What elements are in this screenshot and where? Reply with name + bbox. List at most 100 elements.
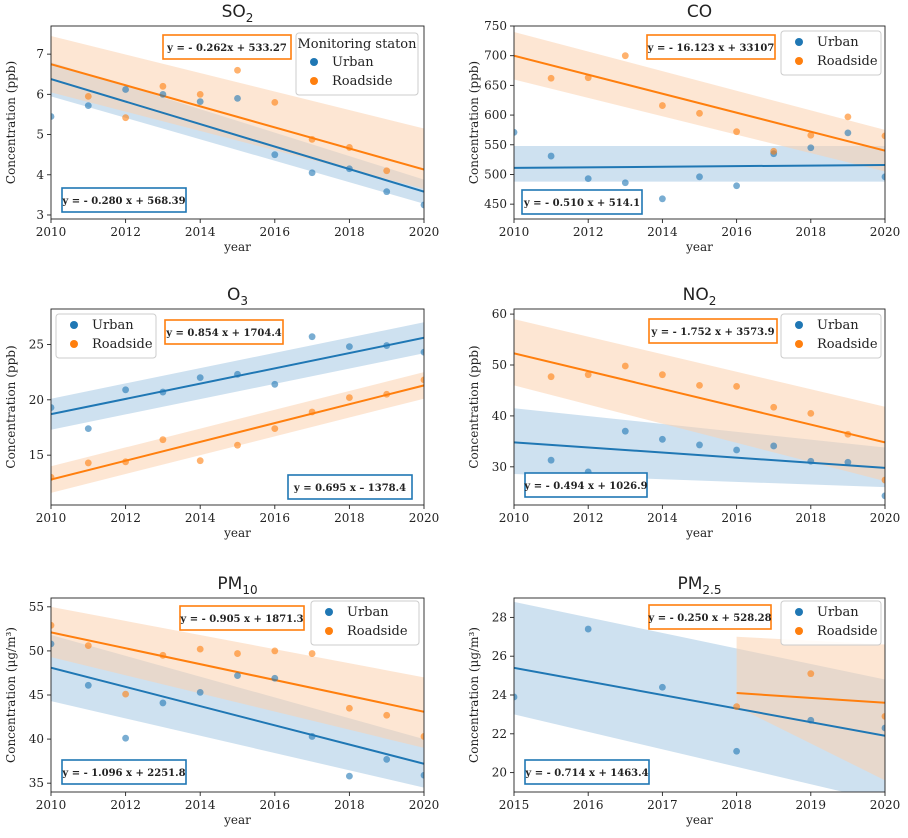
data-point-roadside: [383, 167, 391, 175]
y-tick-label: 30: [492, 460, 507, 474]
data-point-roadside: [696, 381, 703, 389]
x-tick-label: 2018: [334, 225, 365, 239]
x-tick-label: 2012: [110, 225, 141, 239]
data-point-urban: [271, 151, 279, 159]
data-point-urban: [420, 771, 424, 779]
x-tick-label: 2018: [334, 511, 365, 525]
data-point-urban: [584, 625, 592, 633]
data-point-urban: [770, 442, 778, 450]
y-tick-label: 60: [492, 307, 507, 321]
legend-label-urban: Urban: [347, 605, 389, 620]
legend-marker-urban: [795, 608, 803, 616]
legend-label-roadside: Roadside: [817, 337, 878, 352]
data-point-roadside: [271, 98, 279, 106]
regression-equation-roadside: y = - 1.752 x + 3573.9: [650, 327, 774, 338]
y-tick-label: 7: [36, 47, 44, 61]
chart-title: SO2: [222, 2, 254, 25]
regression-equation-urban: y = - 0.494 x + 1026.9: [523, 481, 647, 492]
data-point-roadside: [807, 131, 815, 139]
data-point-roadside: [584, 371, 592, 379]
y-axis-label: Concentration (ppb): [4, 61, 18, 184]
data-point-roadside: [770, 147, 778, 155]
data-point-roadside: [234, 441, 241, 449]
x-tick-label: 2017: [647, 798, 678, 812]
data-point-urban: [514, 693, 518, 701]
data-point-urban: [383, 188, 391, 196]
legend: Urban Roadside: [780, 30, 882, 76]
x-axis-label: year: [223, 240, 251, 254]
x-tick-label: 2010: [36, 225, 67, 239]
y-tick-label: 4: [36, 168, 44, 182]
data-point-urban: [514, 128, 518, 136]
data-point-roadside: [420, 376, 424, 384]
data-point-urban: [84, 102, 92, 110]
data-point-roadside: [51, 473, 55, 481]
x-tick-label: 2010: [36, 511, 67, 525]
data-point-roadside: [308, 135, 316, 143]
x-tick-label: 2014: [185, 511, 216, 525]
x-tick-label: 2010: [499, 511, 530, 525]
x-tick-label: 2018: [334, 798, 365, 812]
chart-panel-2: O3 2010 2012 2014 2016 2018 2020 15 20 25 year Conc…: [4, 285, 439, 540]
data-point-roadside: [308, 408, 316, 416]
data-point-urban: [159, 388, 167, 396]
y-tick-label: 26: [492, 649, 507, 663]
y-tick-label: 700: [484, 49, 507, 63]
legend-marker-roadside: [795, 627, 803, 635]
y-axis-label: Concentration (μg/m³): [4, 627, 18, 763]
data-point-urban: [733, 446, 740, 454]
data-point-roadside: [271, 647, 279, 655]
data-point-urban: [234, 672, 241, 679]
data-point-urban: [696, 441, 703, 449]
y-tick-label: 600: [484, 108, 507, 122]
data-point-roadside: [733, 382, 740, 390]
data-point-urban: [51, 640, 55, 648]
chart-panel-3: NO2 2010 2012 2014 2016 2018 2020 30 40 50 60 year C…: [467, 285, 900, 540]
legend-label-roadside: Roadside: [817, 54, 878, 69]
data-point-roadside: [881, 712, 885, 720]
data-point-urban: [346, 343, 353, 351]
y-tick-label: 25: [29, 337, 44, 351]
data-point-roadside: [122, 458, 129, 466]
data-point-roadside: [733, 703, 740, 711]
x-axis-label: year: [685, 526, 713, 540]
data-point-urban: [271, 380, 279, 388]
y-axis-label: Concentration (ppb): [467, 61, 481, 184]
regression-equation-urban: y = - 0.714 x + 1463.4: [524, 768, 648, 779]
chart-title: PM2.5: [677, 574, 721, 597]
data-point-urban: [346, 772, 353, 780]
regression-equation-roadside: y = - 16.123 x + 33107: [647, 43, 775, 54]
data-point-urban: [308, 333, 316, 341]
legend-label-roadside: Roadside: [817, 624, 878, 639]
equation-box-roadside: [648, 604, 772, 630]
data-point-roadside: [584, 74, 592, 82]
x-tick-label: 2015: [499, 798, 530, 812]
legend: Urban Roadside: [55, 313, 157, 359]
data-point-urban: [84, 681, 92, 689]
equation-box-urban: [524, 759, 650, 785]
data-point-urban: [51, 113, 55, 120]
data-point-roadside: [346, 144, 353, 151]
data-point-roadside: [159, 436, 167, 444]
data-point-urban: [196, 98, 204, 105]
data-point-roadside: [84, 92, 92, 100]
chart-title: CO: [687, 2, 712, 22]
data-point-roadside: [770, 403, 778, 411]
data-point-urban: [881, 724, 885, 732]
legend: Urban Roadside: [780, 313, 882, 359]
regression-line-urban: [51, 78, 424, 193]
x-tick-label: 2016: [260, 511, 291, 525]
regression-line-roadside: [51, 631, 424, 713]
x-tick-label: 2018: [796, 225, 827, 239]
equation-box-roadside: [164, 319, 284, 345]
y-axis-label: Concentration (ppb): [467, 345, 481, 468]
data-point-urban: [308, 169, 316, 177]
data-point-urban: [346, 165, 353, 173]
data-point-urban: [51, 404, 55, 411]
regression-line-urban: [514, 666, 885, 737]
data-point-roadside: [547, 74, 555, 82]
regression-equation-roadside: y = 0.854 x + 1704.4: [165, 328, 282, 339]
equation-box-urban: [61, 759, 187, 785]
legend-marker-urban: [325, 608, 333, 616]
